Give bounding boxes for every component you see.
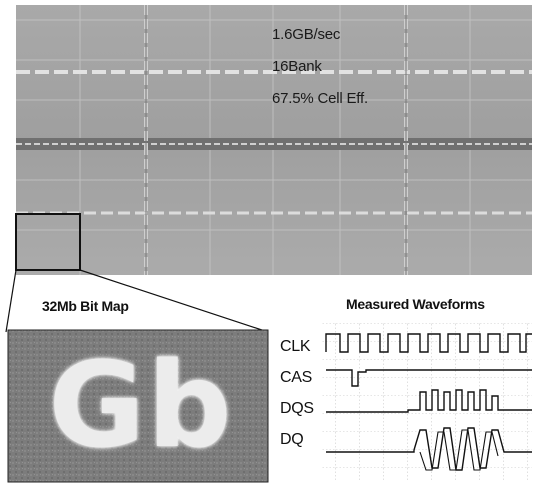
clk-trace xyxy=(325,333,532,353)
callout-right xyxy=(79,269,269,333)
waveform-panel xyxy=(322,322,532,482)
cell-efficiency-label: 67.5% Cell Eff. xyxy=(272,90,368,107)
bandwidth-label: 1.6GB/sec xyxy=(272,26,341,43)
signal-label-cas: CAS xyxy=(280,369,312,386)
waveforms-caption: Measured Waveforms xyxy=(346,296,485,312)
highlight-box xyxy=(15,213,81,271)
bank-count-label: 16Bank xyxy=(272,58,322,75)
callout-left xyxy=(5,269,17,333)
signal-label-clk: CLK xyxy=(280,338,311,355)
dqs-trace xyxy=(326,389,532,413)
bit-map-panel xyxy=(7,329,269,483)
cas-trace xyxy=(326,369,532,387)
bit-map-caption: 32Mb Bit Map xyxy=(42,298,129,314)
signal-label-dq: DQ xyxy=(280,431,304,448)
signal-label-dqs: DQS xyxy=(280,400,314,417)
die-photo xyxy=(15,5,532,275)
bit-map-pattern-text: Gb xyxy=(48,336,234,474)
